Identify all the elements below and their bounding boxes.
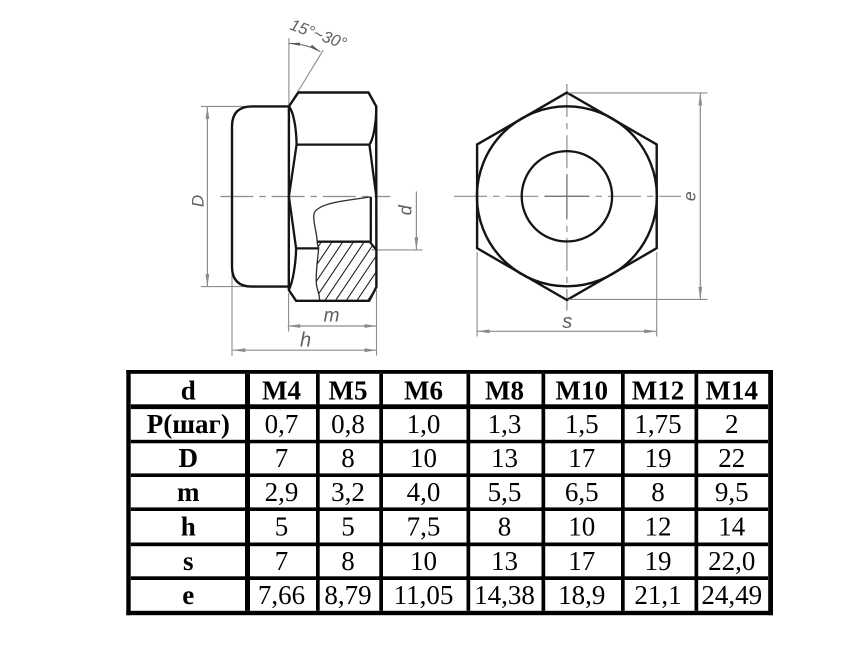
svg-text:8: 8 xyxy=(498,511,512,541)
svg-text:22: 22 xyxy=(718,443,745,473)
svg-text:11,05: 11,05 xyxy=(394,580,454,610)
svg-text:8: 8 xyxy=(341,443,355,473)
svg-text:19: 19 xyxy=(645,546,672,576)
svg-text:1,75: 1,75 xyxy=(634,409,681,439)
svg-text:14,38: 14,38 xyxy=(474,580,535,610)
svg-text:24,49: 24,49 xyxy=(701,580,762,610)
svg-text:e: e xyxy=(182,580,194,610)
svg-text:1,3: 1,3 xyxy=(488,409,522,439)
svg-text:1,0: 1,0 xyxy=(407,409,441,439)
svg-text:d: d xyxy=(181,375,196,405)
svg-text:4,0: 4,0 xyxy=(407,477,441,507)
svg-text:s: s xyxy=(562,311,572,333)
svg-text:h: h xyxy=(181,511,196,541)
svg-text:5: 5 xyxy=(341,511,355,541)
svg-text:M10: M10 xyxy=(556,375,608,405)
svg-text:m: m xyxy=(324,306,340,327)
svg-text:7,66: 7,66 xyxy=(258,580,305,610)
svg-text:3,2: 3,2 xyxy=(331,477,365,507)
svg-text:5,5: 5,5 xyxy=(488,477,522,507)
svg-text:14: 14 xyxy=(718,511,746,541)
svg-text:7: 7 xyxy=(275,546,289,576)
svg-text:8: 8 xyxy=(651,477,665,507)
svg-text:M8: M8 xyxy=(485,375,524,405)
svg-text:13: 13 xyxy=(491,546,518,576)
svg-text:0,7: 0,7 xyxy=(265,409,299,439)
svg-text:10: 10 xyxy=(410,546,437,576)
svg-text:9,5: 9,5 xyxy=(715,477,749,507)
svg-text:M4: M4 xyxy=(262,375,301,405)
svg-text:7,5: 7,5 xyxy=(407,511,441,541)
svg-text:2,9: 2,9 xyxy=(265,477,299,507)
svg-text:18,9: 18,9 xyxy=(558,580,605,610)
svg-text:7: 7 xyxy=(275,443,289,473)
svg-text:12: 12 xyxy=(645,511,672,541)
svg-text:8,79: 8,79 xyxy=(324,580,371,610)
svg-text:M12: M12 xyxy=(632,375,684,405)
svg-text:10: 10 xyxy=(568,511,595,541)
svg-text:10: 10 xyxy=(410,443,437,473)
svg-text:6,5: 6,5 xyxy=(565,477,599,507)
svg-text:2: 2 xyxy=(725,409,739,439)
svg-text:1,5: 1,5 xyxy=(565,409,599,439)
svg-text:M5: M5 xyxy=(329,375,368,405)
svg-text:D: D xyxy=(179,443,199,473)
svg-text:s: s xyxy=(183,546,194,576)
svg-text:M14: M14 xyxy=(706,375,758,405)
svg-text:m: m xyxy=(177,477,200,507)
svg-text:0,8: 0,8 xyxy=(331,409,365,439)
svg-text:17: 17 xyxy=(568,443,595,473)
svg-text:5: 5 xyxy=(275,511,289,541)
svg-text:22,0: 22,0 xyxy=(708,546,755,576)
svg-text:h: h xyxy=(300,330,311,352)
svg-text:Р(шаг): Р(шаг) xyxy=(147,409,230,439)
svg-text:D: D xyxy=(188,195,207,207)
svg-text:17: 17 xyxy=(568,546,595,576)
svg-text:21,1: 21,1 xyxy=(634,580,681,610)
svg-text:M6: M6 xyxy=(404,375,443,405)
svg-text:d: d xyxy=(395,204,415,215)
svg-text:19: 19 xyxy=(645,443,672,473)
svg-text:e: e xyxy=(680,191,700,201)
svg-text:13: 13 xyxy=(491,443,518,473)
svg-text:8: 8 xyxy=(341,546,355,576)
